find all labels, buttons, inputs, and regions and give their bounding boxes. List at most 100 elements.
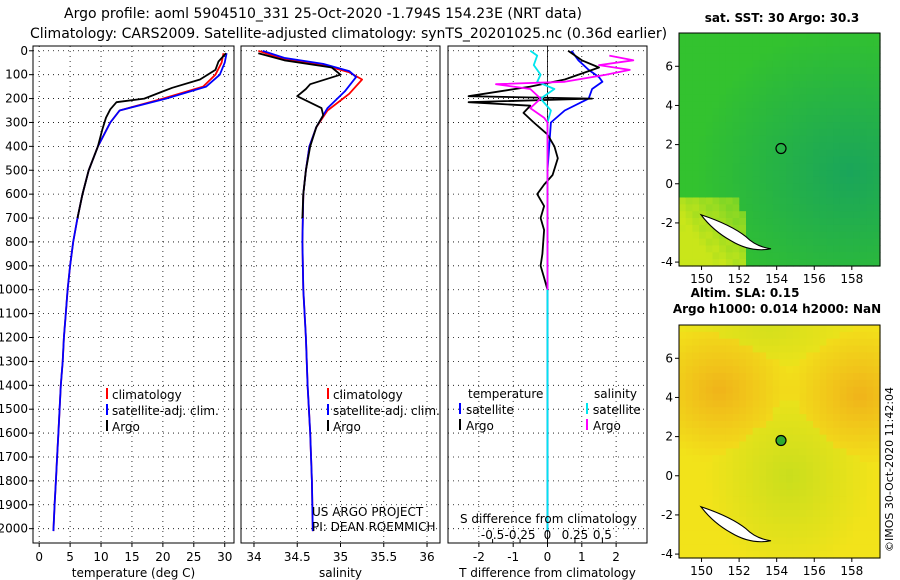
map-cell xyxy=(859,345,868,354)
map-cell xyxy=(759,510,767,518)
map-cell xyxy=(866,379,874,388)
map-cell xyxy=(846,252,854,260)
map-cell xyxy=(813,218,821,226)
map-cell xyxy=(859,128,868,137)
map-cell xyxy=(839,53,848,62)
map-cell xyxy=(679,33,687,41)
map-cell xyxy=(813,231,821,240)
map-cell xyxy=(779,60,787,68)
map-cell xyxy=(839,544,848,552)
map-cell xyxy=(766,238,774,247)
map-cell xyxy=(839,197,848,205)
map-cell xyxy=(806,204,814,212)
map-cell xyxy=(799,142,807,151)
map-cell xyxy=(866,224,874,233)
map-cell xyxy=(833,211,841,219)
map-cell xyxy=(752,530,760,539)
map-cell xyxy=(853,238,861,247)
map-cell xyxy=(792,462,801,470)
map-cell xyxy=(705,414,714,422)
legend-label: Argo xyxy=(466,419,494,433)
map-cell xyxy=(712,259,720,267)
map-cell xyxy=(766,475,774,484)
map-cell xyxy=(766,115,774,123)
map-cell xyxy=(712,238,720,247)
map-cell xyxy=(732,33,740,41)
map-cell xyxy=(679,224,687,233)
map-cell xyxy=(705,503,714,511)
map-cell xyxy=(779,156,787,164)
map-cell xyxy=(846,46,854,55)
map-cell xyxy=(692,400,700,408)
map-cell xyxy=(833,516,841,525)
map-cell xyxy=(685,475,693,484)
map-cell xyxy=(705,393,714,401)
map-cell xyxy=(685,427,693,436)
map-cell xyxy=(813,372,821,381)
map-cell xyxy=(826,482,834,491)
map-cell xyxy=(833,325,841,333)
map-cell xyxy=(766,366,774,374)
map-cell xyxy=(786,252,794,260)
map-cell xyxy=(712,245,720,253)
map-cell xyxy=(732,331,740,340)
map-cell xyxy=(719,537,727,545)
map-cell xyxy=(739,204,747,212)
map-cell xyxy=(679,407,687,415)
map-cell xyxy=(779,67,787,75)
map-cell xyxy=(692,74,700,82)
map-cell xyxy=(806,33,814,41)
map-cell xyxy=(806,94,814,103)
map-cell xyxy=(866,46,874,55)
map-cell xyxy=(826,407,834,415)
map-cell xyxy=(739,516,747,525)
map-cell xyxy=(712,544,720,552)
map-cell xyxy=(719,218,727,226)
map-cell xyxy=(826,67,834,75)
map-cell xyxy=(692,231,700,240)
map-cell xyxy=(792,259,801,267)
map-cell xyxy=(846,434,854,443)
map-cell xyxy=(799,503,807,511)
map-cell xyxy=(839,523,848,532)
map-cell xyxy=(746,142,754,151)
map-cell xyxy=(719,441,727,449)
map-cell xyxy=(826,489,834,497)
map-cell xyxy=(766,414,774,422)
y-tick-label: 4 xyxy=(665,390,673,404)
map-cell xyxy=(679,414,687,422)
map-cell xyxy=(712,345,720,354)
map-frame xyxy=(678,324,881,559)
map-cell xyxy=(839,489,848,497)
map-cell xyxy=(679,142,687,151)
map-cell xyxy=(766,231,774,240)
series-line-salinity-argo xyxy=(495,54,635,290)
map-cell xyxy=(692,94,700,103)
map-cell xyxy=(685,489,693,497)
map-cell xyxy=(826,551,834,559)
map-cell xyxy=(679,245,687,253)
map-cell xyxy=(692,359,700,367)
map-cell xyxy=(799,60,807,68)
map-cell xyxy=(819,496,827,504)
map-cell xyxy=(839,80,848,89)
map-cell xyxy=(692,551,700,559)
y-tick-label: -4 xyxy=(661,547,673,561)
map-cell xyxy=(786,163,794,171)
map-cell xyxy=(846,218,854,226)
map-cell xyxy=(813,441,821,449)
map-cell xyxy=(725,238,734,247)
map-cell xyxy=(712,366,720,374)
map-cell xyxy=(859,224,868,233)
map-cell xyxy=(853,407,861,415)
map-cell xyxy=(853,537,861,545)
map-cell xyxy=(839,190,848,199)
map-cell xyxy=(786,407,794,415)
map-cell xyxy=(786,53,794,62)
map-cell xyxy=(746,80,754,89)
x-tick-label: 154 xyxy=(765,564,788,578)
map-cell xyxy=(826,135,834,144)
map-cell xyxy=(792,245,801,253)
map-cell xyxy=(759,67,767,75)
map-cell xyxy=(799,80,807,89)
